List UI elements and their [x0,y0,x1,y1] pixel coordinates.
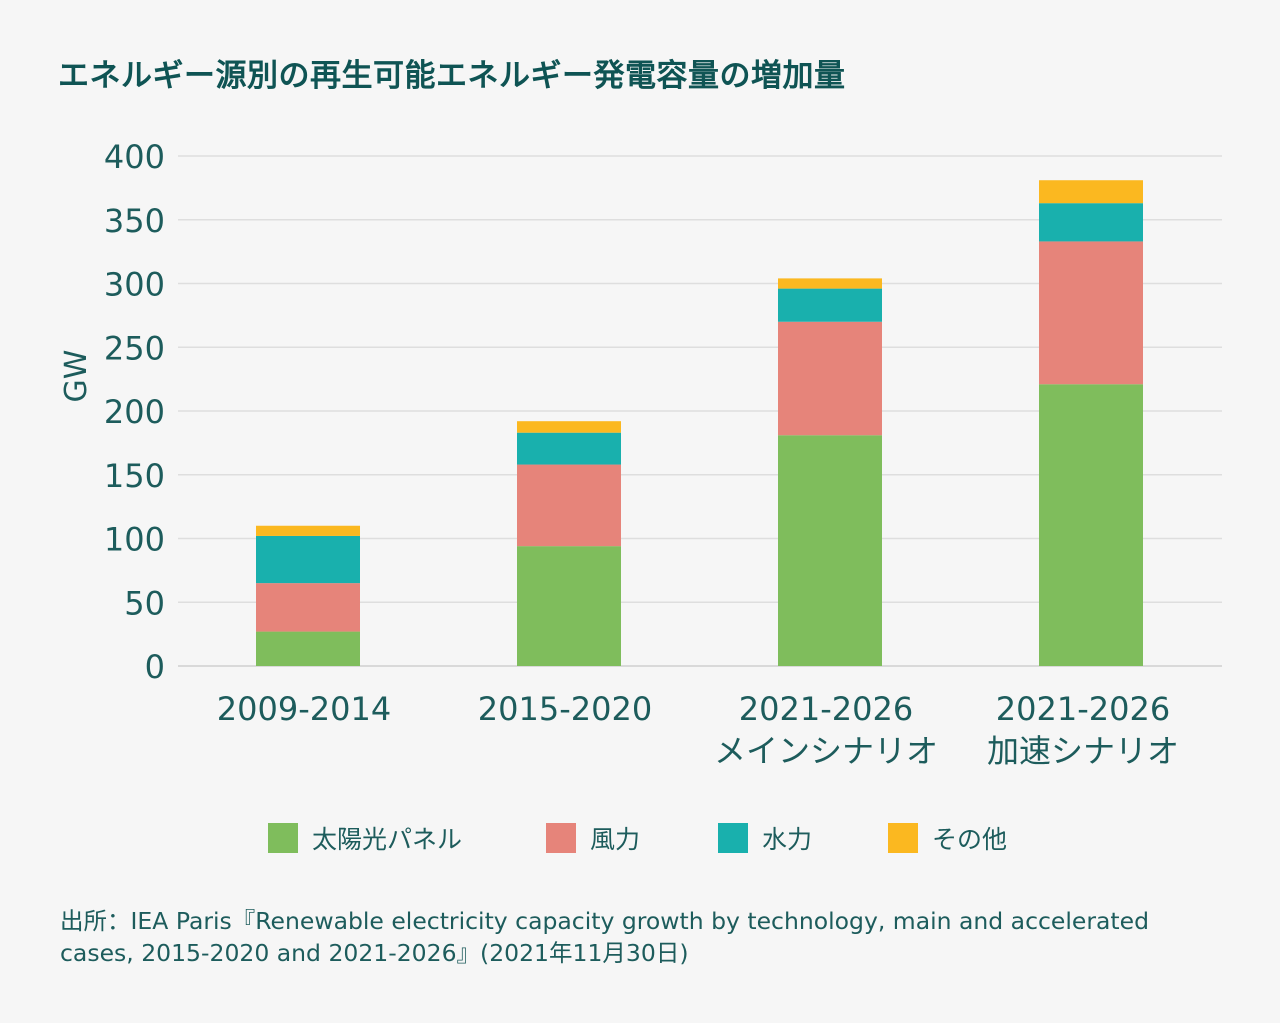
bar-segment-hydro [778,288,882,322]
y-tick-label: 400 [104,138,165,176]
bar-segment-hydro [517,432,621,465]
y-tick-label: 250 [104,329,165,367]
y-axis-ticks: 0 50 100 150 200 250 300 350 400 [104,138,165,686]
legend-item-solar: 太陽光パネル [268,820,462,856]
legend-label-other: その他 [932,825,1008,854]
legend-item-hydro: 水力 [718,820,812,856]
chart-title: エネルギー源別の再生可能エネルギー発電容量の増加量 [58,58,846,94]
wind-swatch [546,823,576,853]
x-tick-label: 2015-2020 [478,690,652,728]
y-tick-label: 150 [104,457,165,495]
x-tick-label: 加速シナリオ [987,732,1179,770]
x-tick-label: メインシナリオ [714,732,938,770]
y-tick-label: 200 [104,393,165,431]
x-axis-labels: 2009-2014 2015-2020 2021-2026 メインシナリオ 2021-2… [217,690,1179,770]
legend-label-solar: 太陽光パネル [312,825,463,854]
bar-segment-solar [256,631,360,666]
bar-segment-solar [778,435,882,666]
bar-segment-solar [1039,384,1143,666]
legend-item-other: その他 [888,820,1007,856]
hydro-swatch [718,823,748,853]
y-tick-label: 50 [124,584,165,622]
bar-segment-other [1039,180,1143,204]
legend-label-hydro: 水力 [762,825,813,854]
solar-swatch [268,823,298,853]
legend: 太陽光パネル 風力 水力 その他 [0,820,1280,860]
bar-segment-wind [256,583,360,632]
bar-segment-other [256,525,360,536]
legend-item-wind: 風力 [546,820,640,856]
bar-segment-other [778,278,882,289]
source-note: 出所：IEA Paris『Renewable electricity capac… [60,907,1150,967]
x-tick-label: 2021-2026 [996,690,1170,728]
bar-stack-3 [778,278,882,666]
stacked-bar-chart: 0 50 100 150 200 250 300 350 400 2009-2014 2015-2… [59,138,1222,770]
y-tick-label: 100 [104,521,165,559]
bar-stack-2 [517,421,621,666]
x-tick-label: 2021-2026 [739,690,913,728]
bar-stack-1 [256,525,360,666]
bar-segment-hydro [1039,203,1143,242]
y-tick-label: 300 [104,266,165,304]
bar-segment-solar [517,546,621,666]
x-tick-label: 2009-2014 [217,690,391,728]
bar-segment-wind [1039,241,1143,385]
y-axis-label: GW [59,350,94,403]
bar-segment-other [517,421,621,433]
bar-stack-4 [1039,180,1143,666]
legend-label-wind: 風力 [590,825,641,854]
bar-segment-wind [778,321,882,436]
y-tick-label: 0 [145,648,165,686]
bars [256,180,1143,666]
other-swatch [888,823,918,853]
y-tick-label: 350 [104,202,165,240]
bar-segment-hydro [256,535,360,584]
bar-segment-wind [517,464,621,547]
